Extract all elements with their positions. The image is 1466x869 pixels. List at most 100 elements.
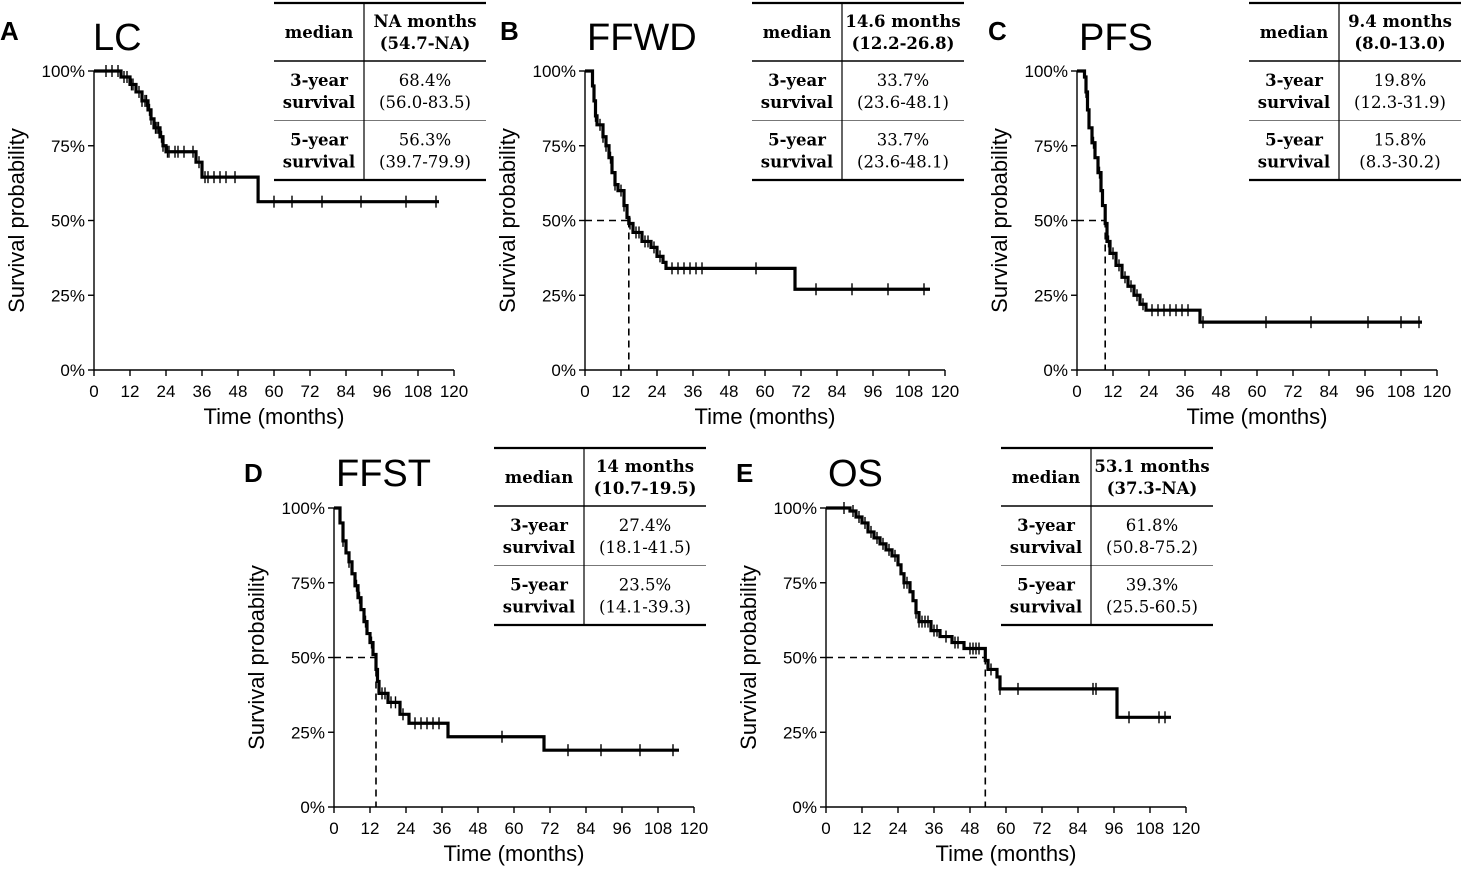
x-tick-label: 120 [931,382,959,401]
x-tick-label: 0 [580,382,589,401]
y-tick-label: 50% [783,649,817,668]
panel-letter: D [244,458,263,488]
x-axis-title: Time (months) [204,404,345,429]
panel-letter: B [500,16,519,46]
y-axis-title: Survival probability [4,128,29,313]
summary-table: median 14.6 months (12.2-26.8) 3-year surviv… [752,1,964,182]
table-3yr-ci: (23.6-48.1) [857,93,949,112]
y-tick-label: 100% [533,62,576,81]
table-3yr-ci: (12.3-31.9) [1354,93,1446,112]
table-5yr-value: 33.7% [877,131,929,150]
y-tick-label: 0% [792,798,817,817]
table-5yr-value: 39.3% [1126,576,1178,595]
x-tick-label: 48 [469,819,488,838]
table-label-median: median [285,23,353,42]
table-3yr-value: 27.4% [619,516,671,535]
table-label-3yr-survival: survival [761,93,833,112]
y-tick-label: 25% [51,286,85,305]
table-label-3yr-survival: survival [1010,538,1082,557]
table-label-5yr-survival: survival [1010,598,1082,617]
x-axis-title: Time (months) [695,404,836,429]
y-tick-label: 100% [42,62,85,81]
y-tick-label: 75% [542,137,576,156]
x-tick-label: 24 [1140,382,1159,401]
x-tick-label: 24 [157,382,176,401]
table-median-ci: (12.2-26.8) [852,34,955,53]
table-median-ci: (37.3-NA) [1107,479,1198,498]
table-background [1001,448,1213,625]
panel-a: A LC 0% 25% 50% 75% 100% 0 12 24 36 48 60 72 84 96 108 12… [0,1,486,429]
table-label-3yr-survival: survival [283,93,355,112]
panel-letter: A [0,16,19,46]
y-tick-label: 25% [291,723,325,742]
summary-table: median 9.4 months (8.0-13.0) 3-year survival… [1249,1,1461,182]
y-axis-title: Survival probability [736,565,761,750]
panel-c: C PFS 0% 25% 50% 75% 100% 0 12 24 36 48 60 72 84 96 108 1… [987,1,1461,429]
x-tick-label: 36 [925,819,944,838]
table-median-ci: (8.0-13.0) [1354,34,1445,53]
table-3yr-ci: (18.1-41.5) [599,538,691,557]
y-tick-label: 50% [51,212,85,231]
table-median-value: 14.6 months [845,12,960,31]
table-5yr-ci: (39.7-79.9) [379,153,471,172]
table-5yr-value: 56.3% [399,131,451,150]
x-tick-label: 0 [89,382,98,401]
x-tick-label: 72 [301,382,320,401]
x-tick-label: 120 [1172,819,1200,838]
table-label-median: median [763,23,831,42]
table-5yr-value: 23.5% [619,576,671,595]
x-axis-title: Time (months) [444,841,585,866]
table-label-5yr-survival: survival [761,153,833,172]
x-tick-label: 96 [1356,382,1375,401]
x-tick-label: 12 [361,819,380,838]
x-tick-label: 108 [644,819,672,838]
table-label-5yr-survival: survival [503,598,575,617]
table-label-5yr: 5-year [1017,576,1075,595]
y-tick-label: 25% [1034,286,1068,305]
table-label-3yr: 3-year [1017,516,1075,535]
table-label-median: median [505,468,573,487]
y-tick-label: 0% [1043,361,1068,380]
x-tick-label: 24 [648,382,667,401]
table-label-3yr: 3-year [768,71,826,90]
table-label-5yr: 5-year [290,131,348,150]
x-tick-label: 0 [329,819,338,838]
x-tick-label: 84 [828,382,847,401]
x-tick-label: 96 [373,382,392,401]
x-tick-label: 120 [440,382,468,401]
x-tick-label: 96 [864,382,883,401]
x-tick-label: 12 [612,382,631,401]
x-tick-label: 96 [613,819,632,838]
table-5yr-ci: (25.5-60.5) [1106,598,1198,617]
table-label-5yr: 5-year [1265,131,1323,150]
table-label-5yr: 5-year [768,131,826,150]
x-tick-label: 24 [397,819,416,838]
x-tick-label: 36 [193,382,212,401]
x-tick-label: 48 [229,382,248,401]
table-3yr-ci: (56.0-83.5) [379,93,471,112]
x-tick-label: 0 [821,819,830,838]
x-tick-label: 84 [1069,819,1088,838]
table-label-3yr: 3-year [510,516,568,535]
table-median-ci: (10.7-19.5) [594,479,697,498]
y-tick-label: 75% [1034,137,1068,156]
x-tick-label: 108 [404,382,432,401]
survival-curve [334,506,679,752]
x-tick-label: 120 [1423,382,1451,401]
x-tick-label: 12 [1104,382,1123,401]
y-tick-label: 0% [60,361,85,380]
survival-curve [826,506,1171,719]
table-5yr-ci: (14.1-39.3) [599,598,691,617]
y-tick-label: 0% [551,361,576,380]
table-3yr-value: 19.8% [1374,71,1426,90]
x-tick-label: 72 [1033,819,1052,838]
y-axis-title: Survival probability [987,128,1012,313]
panel-b: B FFWD 0% 25% 50% 75% 100% 0 12 24 36 48 60 72 84 96 108… [495,1,964,429]
table-5yr-ci: (8.3-30.2) [1359,153,1440,172]
table-5yr-ci: (23.6-48.1) [857,153,949,172]
y-tick-label: 25% [542,286,576,305]
table-label-5yr-survival: survival [1258,153,1330,172]
x-tick-label: 36 [684,382,703,401]
table-median-ci: (54.7-NA) [380,34,471,53]
